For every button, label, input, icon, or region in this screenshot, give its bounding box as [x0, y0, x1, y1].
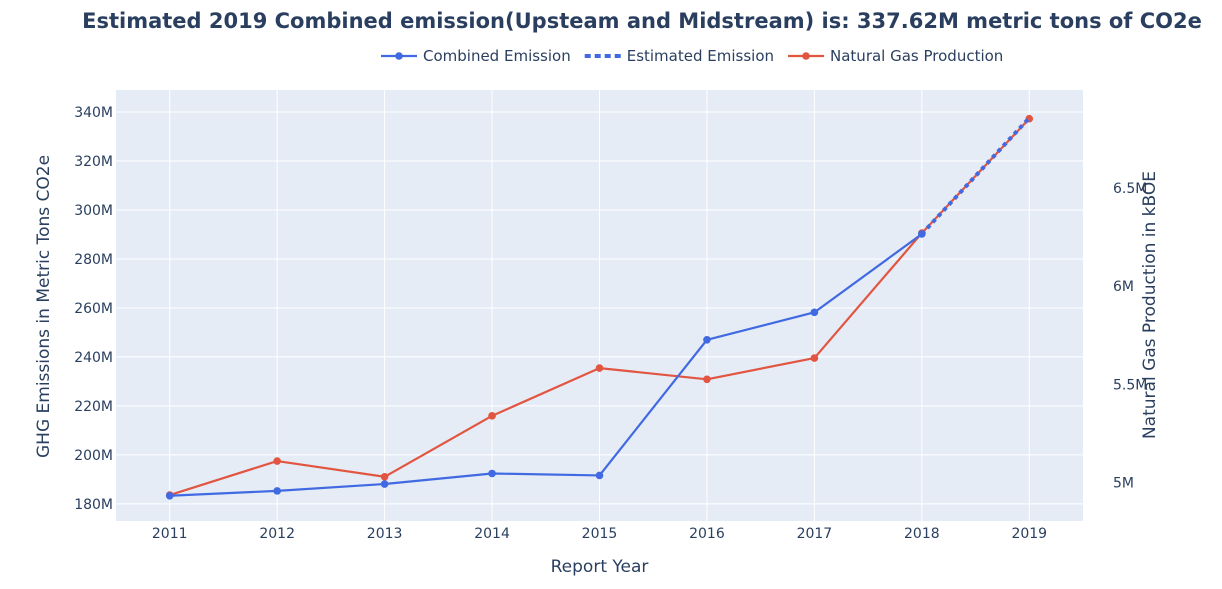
- data-point[interactable]: [273, 487, 281, 495]
- x-tick-label: 2016: [689, 526, 725, 542]
- legend-item[interactable]: Estimated Emission: [584, 47, 774, 65]
- series-line: [920, 116, 1031, 236]
- data-point[interactable]: [810, 308, 819, 317]
- x-tick-label: 2017: [797, 526, 833, 542]
- x-tick-label: 2011: [152, 526, 188, 542]
- legend-marker: [802, 52, 810, 60]
- legend-label: Combined Emission: [423, 47, 571, 65]
- data-point[interactable]: [595, 471, 604, 480]
- series-combined-emission: [165, 230, 926, 500]
- y-tick-label: 280M: [74, 252, 113, 268]
- data-point[interactable]: [703, 375, 711, 384]
- series-estimated-emission: [920, 116, 1031, 236]
- x-tick-label: 2014: [474, 526, 510, 542]
- ticks: 2011 2012 2013 2014 2015 2016 2017 2018 2019 180M…: [74, 105, 1147, 542]
- y2-axis-title: Natural Gas Production in kBOE: [1140, 171, 1160, 439]
- data-point[interactable]: [703, 335, 711, 344]
- data-point[interactable]: [273, 457, 281, 465]
- data-point[interactable]: [488, 412, 496, 420]
- legend-label: Natural Gas Production: [830, 47, 1003, 65]
- legend-item[interactable]: Combined Emission: [381, 47, 571, 65]
- x-tick-label: 2013: [367, 526, 403, 542]
- y-tick-label: 320M: [74, 154, 113, 170]
- y2-tick-label: 6M: [1113, 279, 1134, 295]
- legend-item[interactable]: Natural Gas Production: [788, 47, 1003, 65]
- legend-marker: [395, 52, 403, 60]
- x-tick-label: 2012: [259, 526, 295, 542]
- series-line: [169, 233, 923, 497]
- data-point[interactable]: [165, 491, 174, 500]
- data-point[interactable]: [595, 364, 604, 372]
- grid: [116, 90, 1083, 521]
- y-tick-label: 300M: [74, 203, 113, 219]
- y-tick-label: 180M: [74, 497, 113, 513]
- series-layer: [165, 114, 1034, 500]
- y-tick-label: 260M: [74, 301, 113, 317]
- y-tick-label: 340M: [74, 105, 113, 121]
- x-axis-title: Report Year: [551, 557, 649, 577]
- x-tick-label: 2019: [1011, 526, 1047, 542]
- y-axis-title: GHG Emissions in Metric Tons CO2e: [34, 155, 54, 458]
- data-point[interactable]: [810, 354, 819, 362]
- data-point[interactable]: [488, 469, 496, 478]
- data-point[interactable]: [380, 472, 389, 481]
- y2-tick-label: 5M: [1113, 476, 1134, 492]
- y-tick-label: 200M: [74, 448, 113, 464]
- legend[interactable]: Combined Emission Estimated Emission Natur…: [381, 47, 1003, 65]
- y-tick-label: 240M: [74, 350, 113, 366]
- y-tick-label: 220M: [74, 399, 113, 415]
- legend-label: Estimated Emission: [627, 47, 774, 65]
- y2-tick-label: 5.5M: [1113, 377, 1147, 393]
- x-tick-label: 2018: [904, 526, 940, 542]
- data-point[interactable]: [380, 480, 389, 488]
- chart-title: Estimated 2019 Combined emission(Upsteam…: [82, 9, 1202, 33]
- x-tick-label: 2015: [582, 526, 618, 542]
- y2-tick-label: 6.5M: [1113, 181, 1147, 197]
